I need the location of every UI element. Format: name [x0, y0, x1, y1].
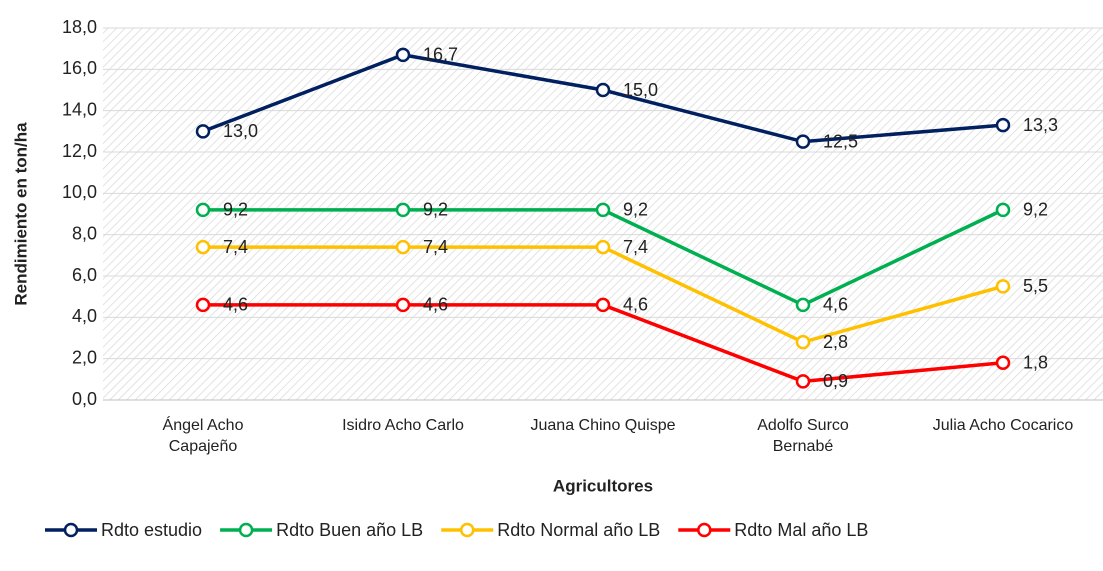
data-label: 13,3 — [1023, 115, 1058, 135]
legend-marker — [63, 522, 79, 538]
data-label: 13,0 — [223, 121, 258, 141]
data-label: 0,9 — [823, 371, 848, 391]
x-tick-label: Adolfo Surco Bernabé — [757, 417, 849, 455]
point — [595, 239, 611, 255]
y-tick-label: 12,0 — [62, 141, 97, 161]
point — [795, 134, 811, 149]
data-label: 16,7 — [423, 45, 458, 65]
legend-marker — [459, 522, 475, 538]
legend-label: Rdto Normal año LB — [497, 520, 660, 540]
x-tick-label: Juana Chino Quispe — [530, 417, 676, 434]
point — [795, 374, 811, 389]
point — [595, 297, 611, 313]
y-tick-label: 8,0 — [72, 223, 97, 243]
data-label: 12,5 — [823, 131, 858, 151]
data-label: 2,8 — [823, 332, 848, 352]
y-axis-title: Rendimiento en ton/ha — [11, 122, 30, 306]
y-tick-label: 2,0 — [72, 347, 97, 367]
data-label: 4,6 — [423, 295, 448, 315]
legend-marker — [697, 522, 712, 538]
x-tick-label: Isidro Acho Carlo — [342, 417, 464, 434]
data-label: 4,6 — [623, 295, 648, 315]
data-label: 7,4 — [223, 237, 248, 257]
y-tick-label: 18,0 — [62, 17, 97, 37]
data-label: 9,2 — [223, 200, 248, 220]
y-tick-label: 0,0 — [72, 389, 97, 409]
y-tick-label: 10,0 — [62, 182, 97, 202]
point — [195, 202, 211, 218]
data-label: 4,6 — [823, 295, 848, 315]
point — [995, 202, 1011, 218]
y-tick-label: 4,0 — [72, 306, 97, 326]
y-tick-label: 16,0 — [62, 58, 97, 78]
data-label: 4,6 — [223, 295, 248, 315]
point — [395, 297, 411, 313]
point — [995, 279, 1011, 294]
x-axis-title: Agricultores — [553, 476, 653, 495]
x-tick-label: Julia Acho Cocarico — [932, 417, 1074, 434]
point — [395, 239, 411, 255]
data-label: 9,2 — [1023, 200, 1048, 220]
point — [395, 47, 411, 63]
point — [595, 202, 611, 218]
y-tick-label: 14,0 — [62, 99, 97, 119]
point — [395, 202, 411, 218]
point — [195, 297, 211, 313]
point — [995, 355, 1011, 371]
point — [595, 82, 611, 98]
data-label: 15,0 — [623, 80, 658, 100]
data-label: 9,2 — [423, 200, 448, 220]
legend-marker — [238, 522, 254, 538]
legend-label: Rdto estudio — [101, 520, 202, 540]
x-tick-label: Ángel Acho Capajeño — [162, 417, 244, 455]
data-label: 7,4 — [423, 237, 448, 257]
data-label: 1,8 — [1023, 353, 1048, 373]
point — [195, 239, 211, 255]
data-label: 5,5 — [1023, 276, 1048, 296]
data-label: 7,4 — [623, 237, 648, 257]
legend-label: Rdto Buen año LB — [276, 520, 423, 540]
point — [195, 124, 211, 139]
point — [795, 297, 811, 313]
point — [795, 334, 811, 350]
legend-label: Rdto Mal año LB — [734, 520, 868, 540]
point — [995, 117, 1011, 133]
y-tick-label: 6,0 — [72, 265, 97, 285]
data-label: 9,2 — [623, 200, 648, 220]
